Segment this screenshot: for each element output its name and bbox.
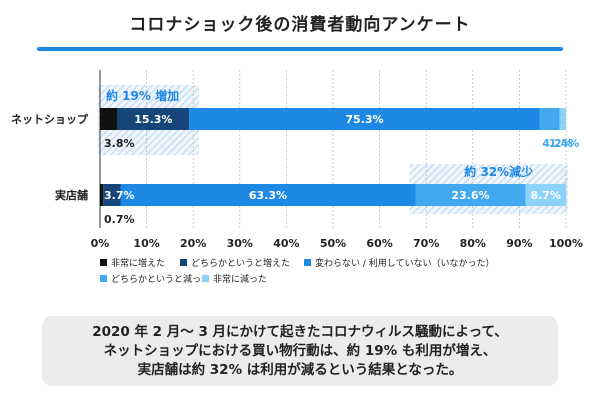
x-tick-label: 80% bbox=[460, 237, 486, 250]
data-label: 15.3% bbox=[134, 113, 172, 126]
bar-segment bbox=[100, 108, 118, 130]
bar-segment bbox=[117, 108, 190, 130]
x-tick-label: 10% bbox=[133, 237, 159, 250]
bar-segment bbox=[559, 108, 566, 130]
decrease-annotation: 約 32%減少 bbox=[464, 164, 533, 179]
stacked-bar-chart: 0% 10% 20% 30% 40% 50% 60% 70% 80% 90% 100% ネットショップ… bbox=[11, 70, 583, 285]
bar-segment bbox=[189, 108, 540, 130]
data-label: 3.8% bbox=[104, 137, 135, 150]
bar-segment bbox=[120, 184, 416, 206]
summary-box: 2020 年 2 月～ 3 月にかけて起きたコロナウィルス騒動によって、 ネット… bbox=[42, 316, 558, 386]
legend-label: どちらかというと増えた bbox=[191, 257, 290, 269]
bar-segment bbox=[539, 108, 560, 130]
bar-segment bbox=[415, 184, 526, 206]
data-label: 23.6% bbox=[451, 189, 489, 202]
data-label: 3.7% bbox=[104, 189, 135, 202]
title-underline bbox=[37, 47, 563, 51]
x-tick-label: 90% bbox=[506, 237, 532, 250]
bar-segment bbox=[100, 184, 104, 206]
x-tick-label: 100% bbox=[549, 237, 583, 250]
bar-segment bbox=[525, 184, 566, 206]
data-label: 0.7% bbox=[104, 213, 135, 226]
legend-label: どちらかというと減った bbox=[111, 273, 210, 285]
category-label: 実店舗 bbox=[55, 188, 88, 202]
data-label: 8.7% bbox=[530, 189, 561, 202]
legend-label: 非常に減った bbox=[213, 273, 267, 285]
x-tick-label: 40% bbox=[273, 237, 299, 250]
legend-swatch bbox=[304, 259, 311, 266]
legend-swatch bbox=[202, 275, 209, 282]
increase-annotation: 約 19% 増加 bbox=[106, 88, 179, 103]
legend-label: 非常に増えた bbox=[111, 257, 165, 269]
legend-swatch bbox=[100, 259, 107, 266]
chart-title: コロナショック後の消費者動向アンケート bbox=[129, 15, 471, 35]
x-tick-label: 20% bbox=[180, 237, 206, 250]
bar-segment bbox=[103, 184, 121, 206]
legend-swatch bbox=[100, 275, 107, 282]
x-tick-label: 60% bbox=[366, 237, 392, 250]
summary-line-3: 実店舗は約 32% は利用が減るという結果となった。 bbox=[137, 361, 463, 378]
summary-line-2: ネットショップにおける買い物行動は、約 19% も利用が増え、 bbox=[103, 342, 497, 359]
data-label: 75.3% bbox=[345, 113, 383, 126]
legend-label: 変わらない / 利用していない（いなかった） bbox=[315, 257, 495, 269]
category-label: ネットショップ bbox=[11, 112, 89, 126]
x-tick-label: 30% bbox=[227, 237, 253, 250]
data-label: 4.2% bbox=[542, 137, 573, 150]
data-label: 1.4% bbox=[549, 137, 580, 150]
x-tick-label: 0% bbox=[91, 237, 110, 250]
legend-swatch bbox=[180, 259, 187, 266]
summary-line-1: 2020 年 2 月～ 3 月にかけて起きたコロナウィルス騒動によって、 bbox=[92, 323, 508, 340]
data-label: 63.3% bbox=[249, 189, 287, 202]
x-tick-label: 70% bbox=[413, 237, 439, 250]
x-tick-label: 50% bbox=[320, 237, 346, 250]
